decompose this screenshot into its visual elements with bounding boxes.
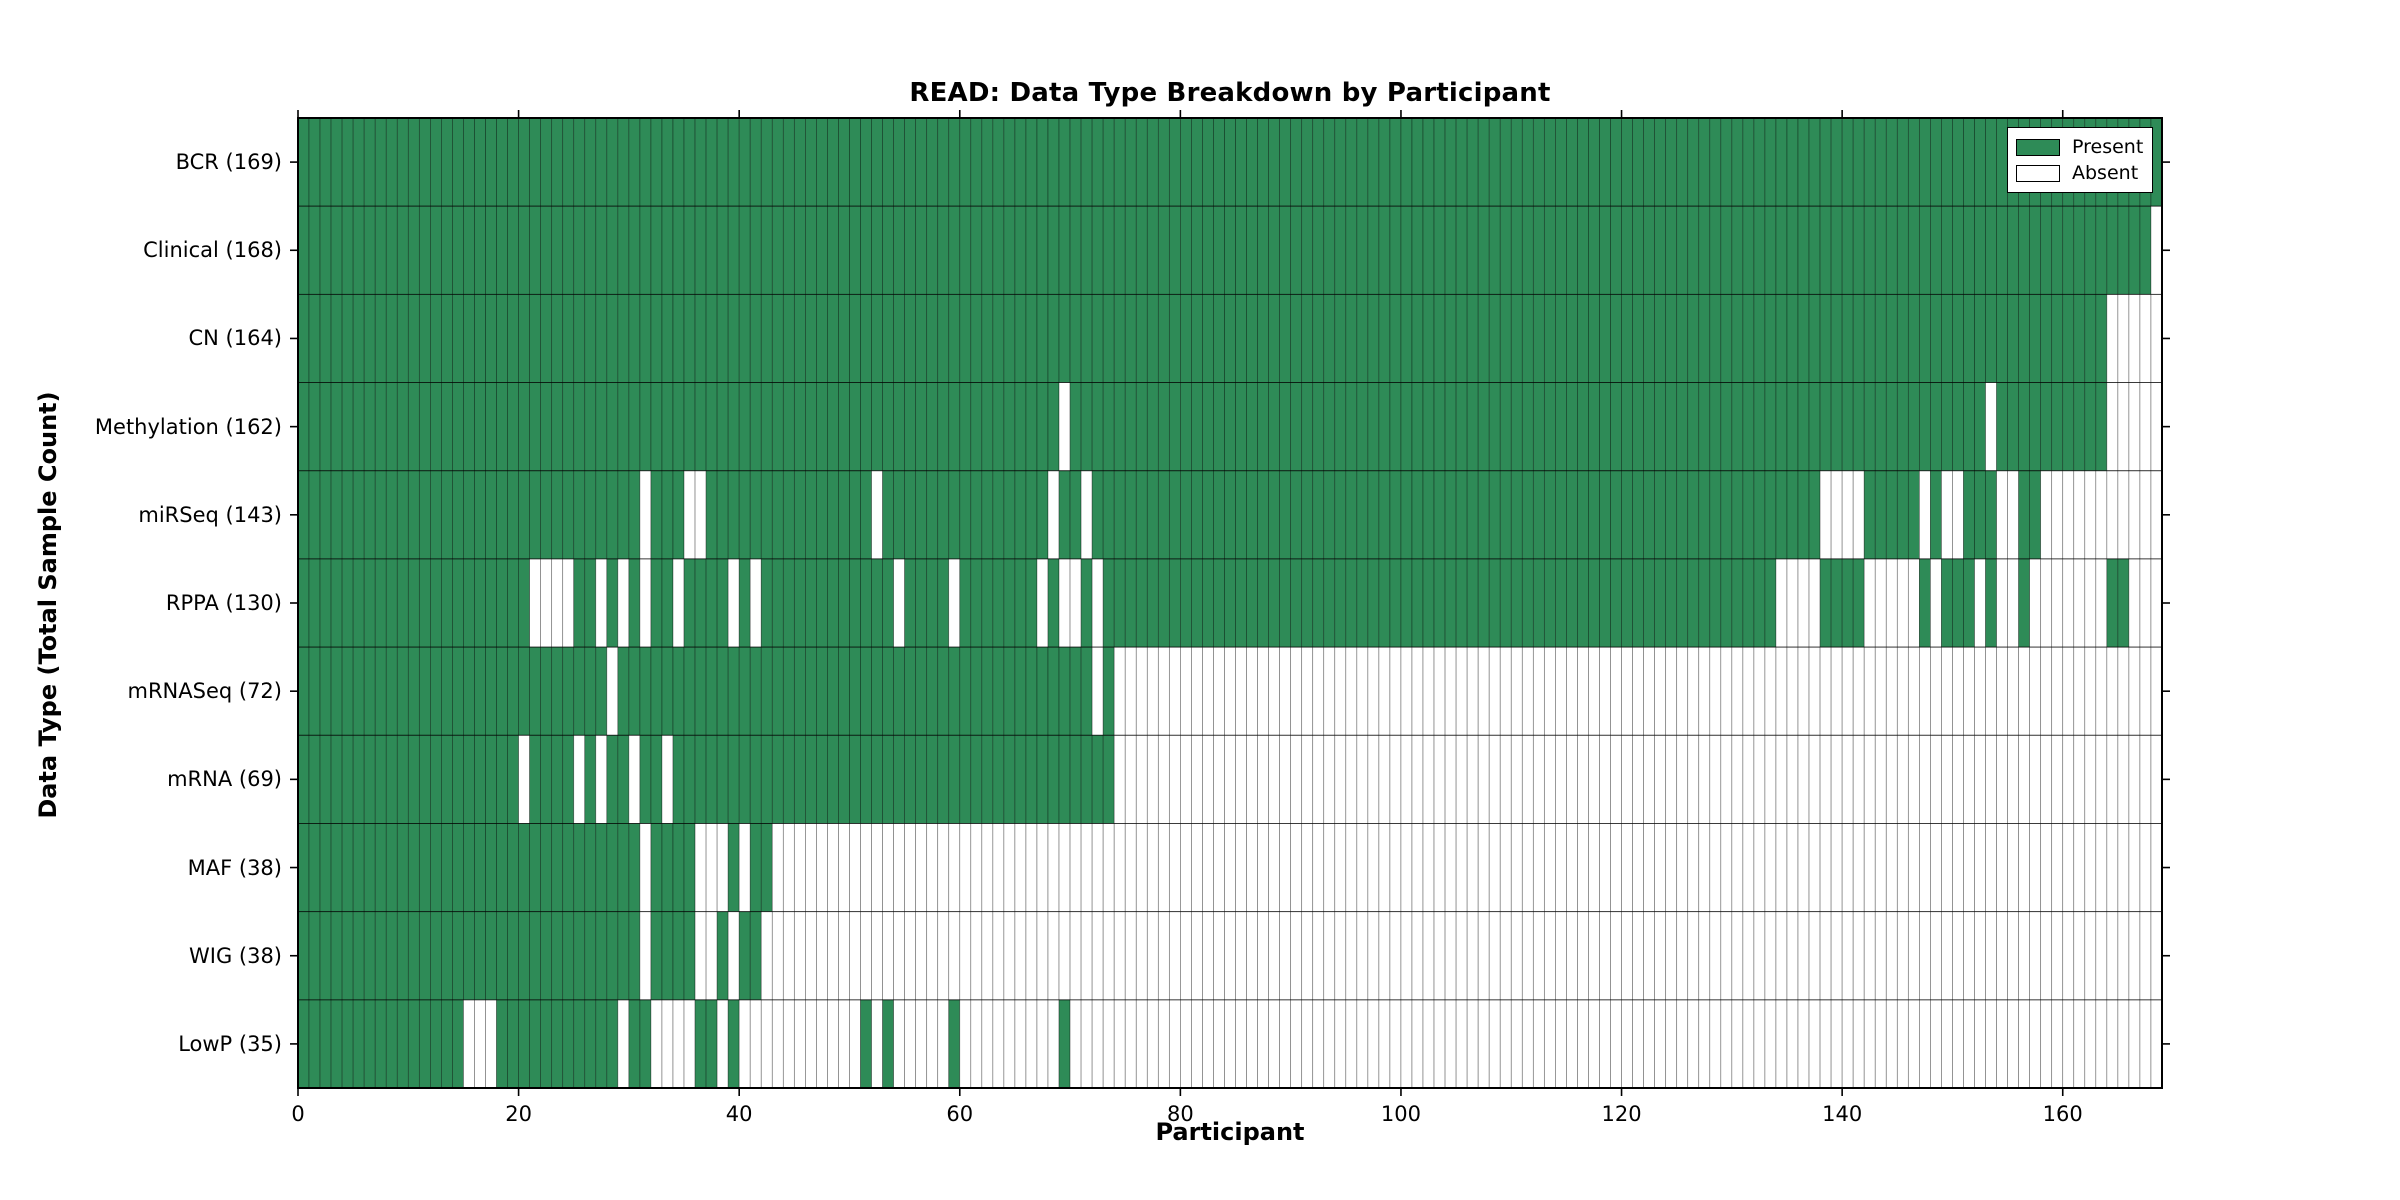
legend-entry-present: Present (2016, 134, 2144, 160)
y-tick-label-miRSeq: miRSeq (143) (138, 502, 282, 527)
x-tick-label-40: 40 (725, 1102, 753, 1126)
y-tick-label-Methylation: Methylation (162) (94, 414, 282, 439)
y-tick-label-LowP: LowP (35) (178, 1031, 282, 1056)
legend: Present Absent (2007, 127, 2153, 193)
absent-swatch-icon (2016, 164, 2060, 182)
y-tick-label-mRNA: mRNA (69) (167, 767, 282, 792)
x-axis-title: Participant (1155, 1118, 1305, 1146)
legend-label-present: Present (2072, 136, 2144, 158)
y-tick-label-BCR: BCR (169) (175, 150, 282, 175)
y-tick-label-WIG: WIG (38) (188, 943, 282, 968)
x-tick-label-160: 160 (2042, 1102, 2083, 1126)
x-tick-label-100: 100 (1380, 1102, 1421, 1126)
y-tick-label-MAF: MAF (38) (187, 855, 282, 880)
y-tick-label-Clinical: Clinical (168) (143, 238, 282, 263)
y-tick-label-mRNASeq: mRNASeq (72) (127, 679, 283, 704)
legend-label-absent: Absent (2072, 162, 2139, 184)
chart-title: READ: Data Type Breakdown by Participant (909, 78, 1551, 108)
x-tick-label-80: 80 (1166, 1102, 1194, 1126)
legend-entry-absent: Absent (2016, 160, 2142, 186)
present-swatch-icon (2016, 138, 2060, 156)
x-tick-label-120: 120 (1601, 1102, 1642, 1126)
x-tick-label-20: 20 (505, 1102, 532, 1126)
x-tick-label-60: 60 (946, 1102, 974, 1126)
x-tick-label-0: 0 (291, 1102, 305, 1126)
x-tick-label-140: 140 (1822, 1102, 1863, 1126)
y-tick-label-RPPA: RPPA (130) (165, 591, 282, 615)
y-tick-label-CN: CN (164) (188, 326, 282, 351)
